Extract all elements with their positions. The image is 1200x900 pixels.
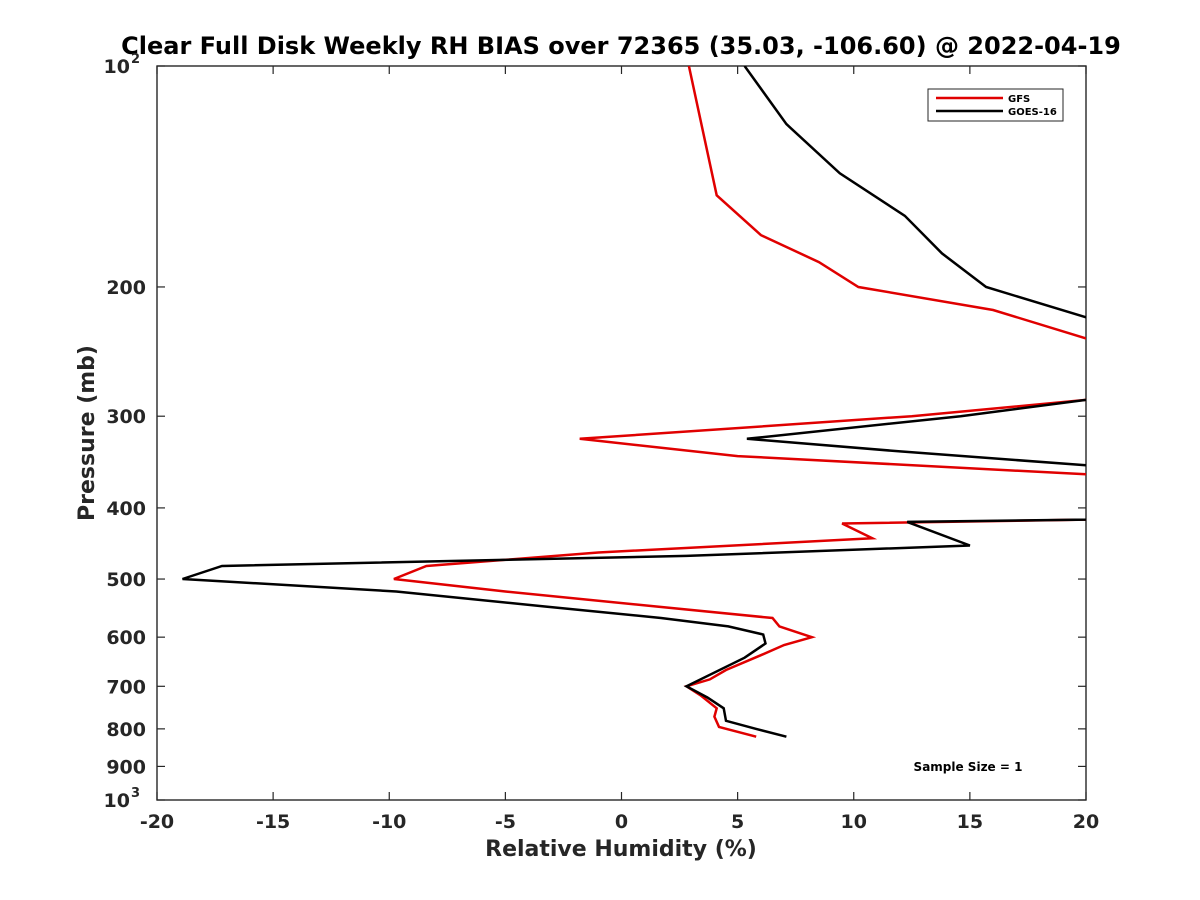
series-line-gfs bbox=[393, 66, 1086, 738]
y-tick-label: 700 bbox=[106, 676, 146, 698]
y-tick-exponent: 2 bbox=[131, 52, 140, 67]
y-tick-label: 900 bbox=[106, 756, 146, 778]
y-tick-label: 600 bbox=[106, 627, 146, 649]
x-tick-label: 0 bbox=[615, 811, 628, 833]
x-tick-label: -10 bbox=[372, 811, 406, 833]
x-tick-label: 15 bbox=[957, 811, 983, 833]
x-tick-label: -15 bbox=[256, 811, 290, 833]
y-tick-exponent: 3 bbox=[131, 786, 140, 801]
legend: GFS GOES-16 bbox=[927, 88, 1064, 122]
sample-size-annotation: Sample Size = 1 bbox=[914, 760, 1023, 774]
x-tick-label: 10 bbox=[841, 811, 867, 833]
x-axis-label: Relative Humidity (%) bbox=[485, 837, 757, 862]
y-tick-label: 10 bbox=[104, 790, 130, 812]
legend-label-goes-16: GOES-16 bbox=[1008, 107, 1057, 118]
y-tick-label: 10 bbox=[104, 56, 130, 78]
chart-title: Clear Full Disk Weekly RH BIAS over 7236… bbox=[121, 32, 1121, 60]
y-tick-label: 800 bbox=[106, 719, 146, 741]
plot-area bbox=[156, 65, 1087, 801]
x-tick-label: -5 bbox=[495, 811, 516, 833]
series-line-goes-16 bbox=[182, 66, 1086, 738]
y-axis-label: Pressure (mb) bbox=[75, 345, 100, 521]
x-tick-label: 20 bbox=[1073, 811, 1099, 833]
legend-box bbox=[927, 88, 1064, 122]
y-tick-label: 500 bbox=[106, 569, 146, 591]
y-tick-label: 400 bbox=[106, 498, 146, 520]
x-tick-label: 5 bbox=[731, 811, 744, 833]
y-tick-label: 300 bbox=[106, 406, 146, 428]
y-tick-label: 200 bbox=[106, 277, 146, 299]
legend-label-gfs: GFS bbox=[1008, 94, 1030, 105]
x-tick-label: -20 bbox=[140, 811, 174, 833]
